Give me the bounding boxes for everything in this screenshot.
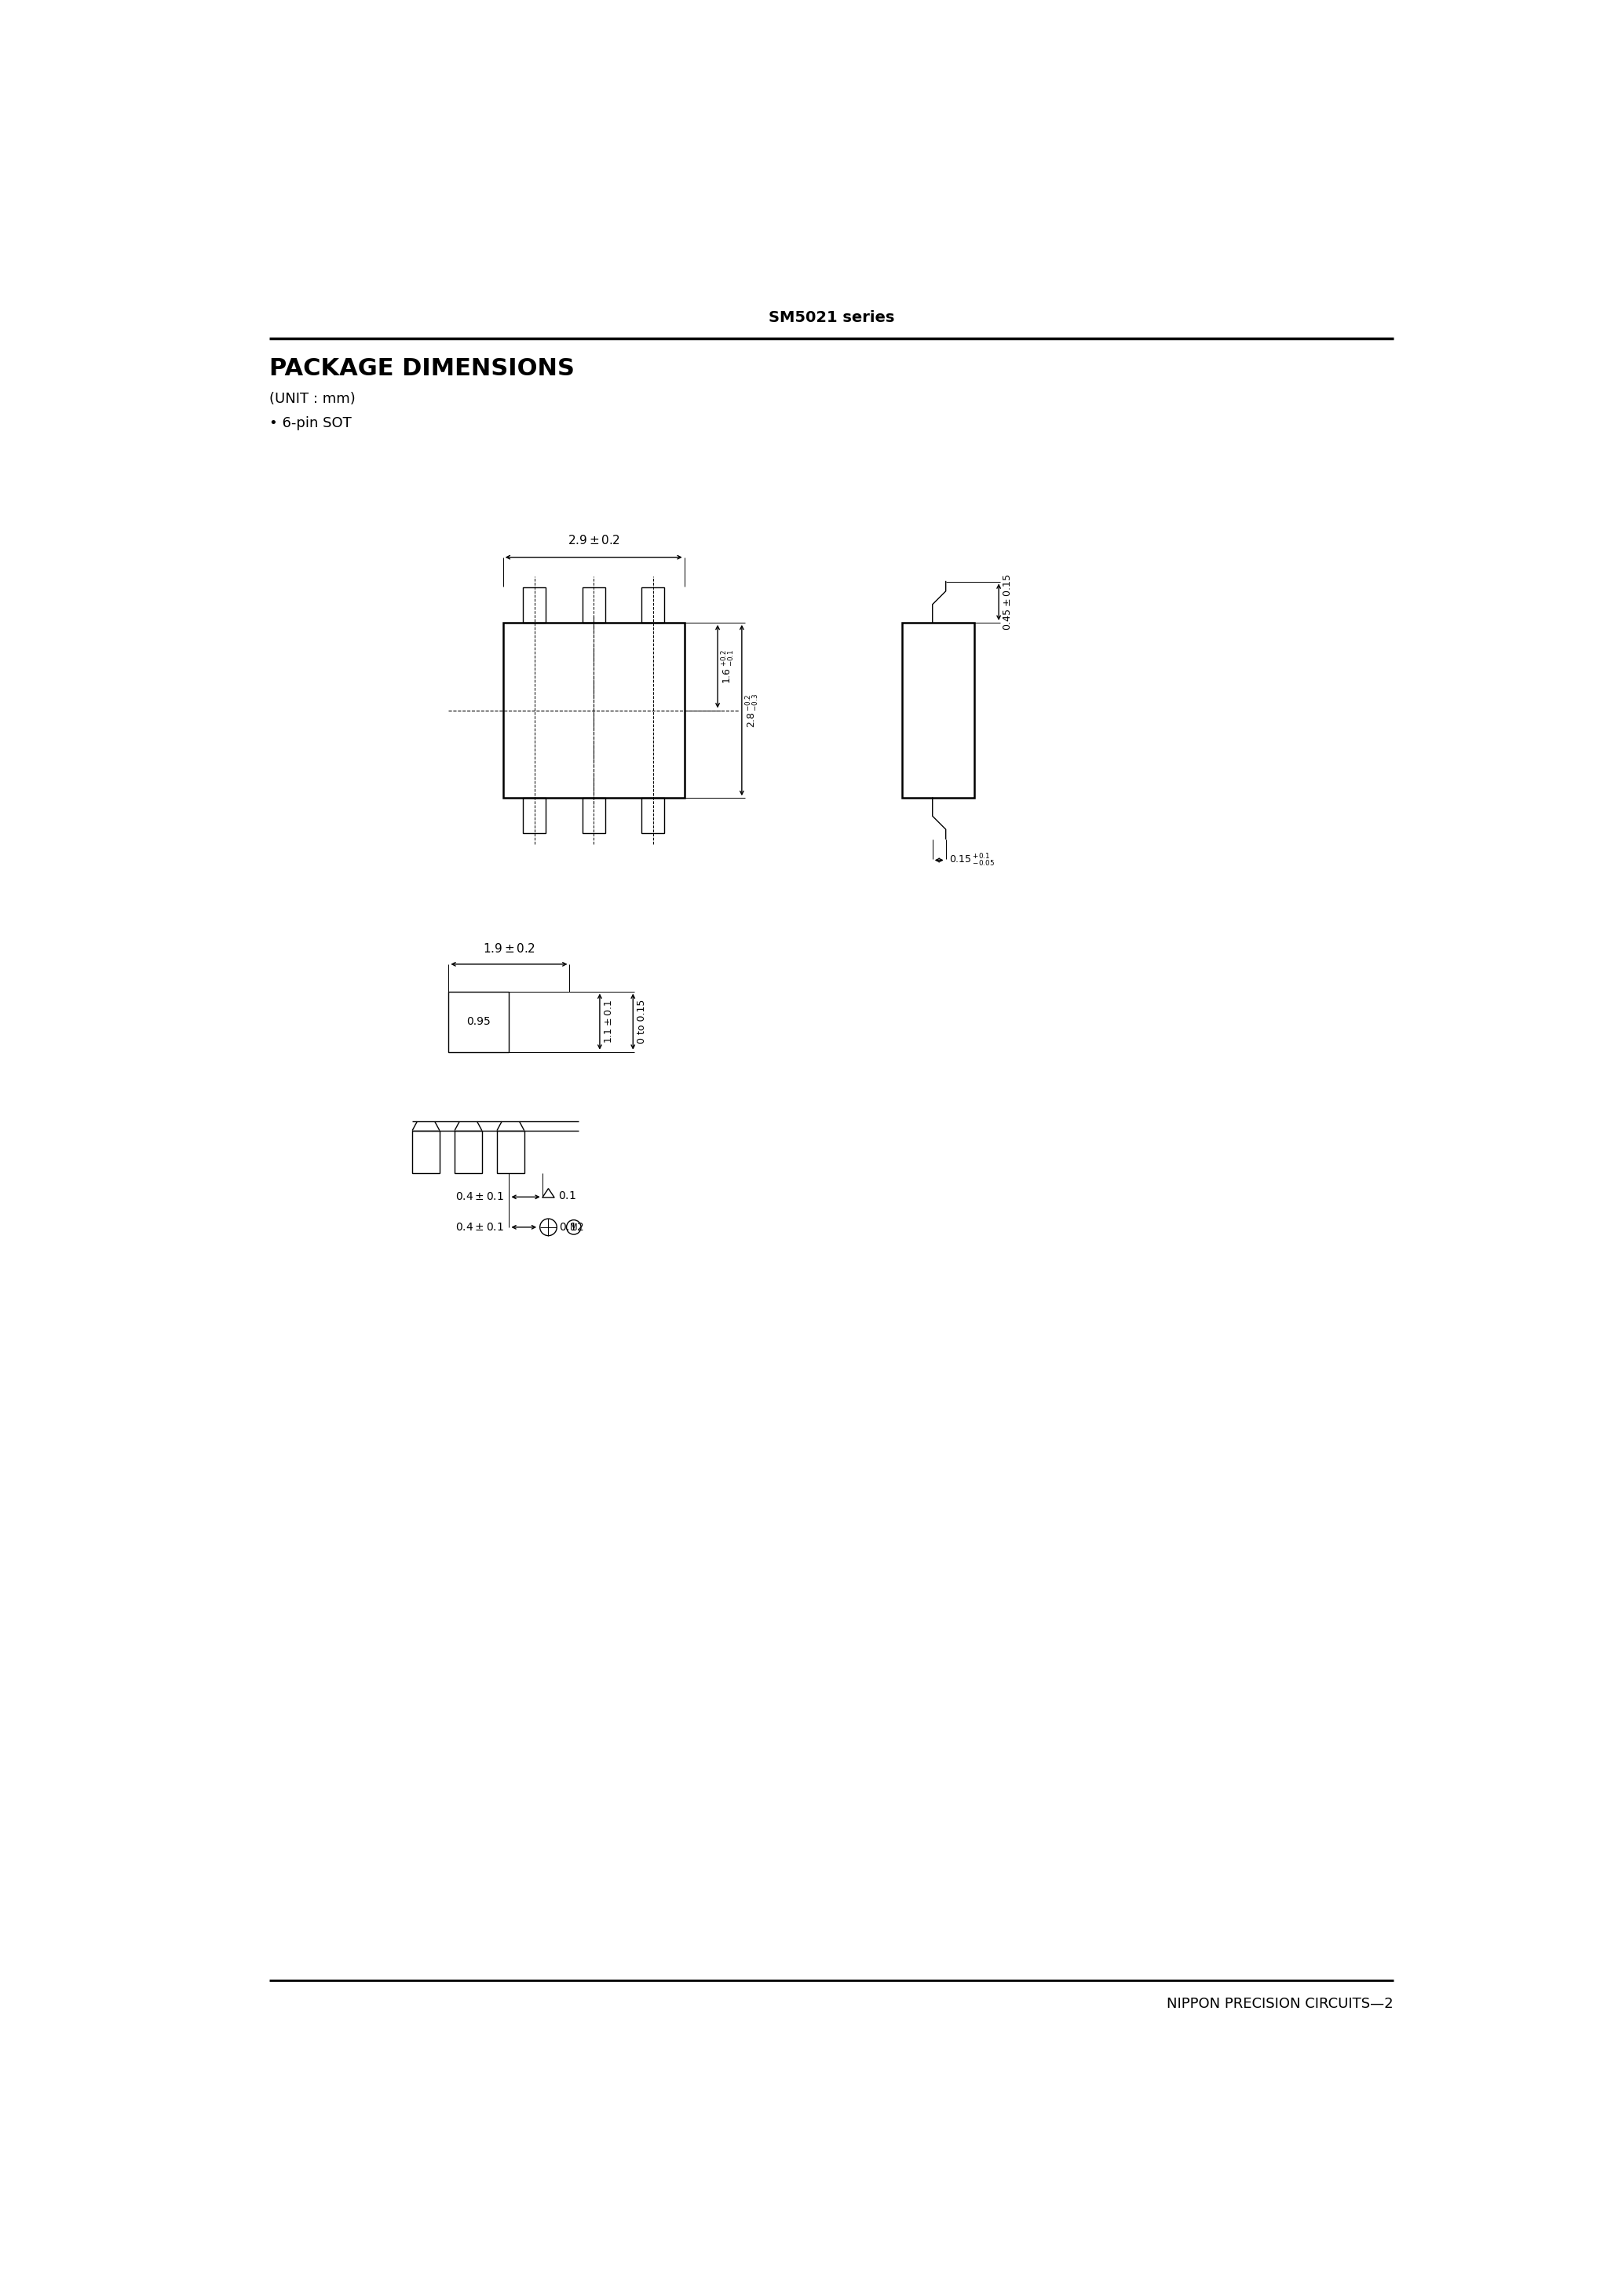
Bar: [582, 588, 605, 622]
Bar: [454, 1130, 482, 1173]
Bar: [522, 799, 547, 833]
Text: NIPPON PRECISION CIRCUITS—2: NIPPON PRECISION CIRCUITS—2: [1166, 1998, 1393, 2011]
Text: 0.95: 0.95: [467, 1017, 491, 1026]
Text: $0.1$: $0.1$: [558, 1189, 576, 1201]
Text: 0 to 0.15: 0 to 0.15: [636, 999, 647, 1045]
Text: SM5021 series: SM5021 series: [769, 310, 894, 324]
Text: $0.4 \pm 0.1$: $0.4 \pm 0.1$: [456, 1192, 504, 1203]
Bar: [902, 622, 975, 799]
Text: $0.45 \pm 0.15$: $0.45 \pm 0.15$: [1002, 574, 1012, 631]
Text: $2.8\,^{-0.2}_{-0.3}$: $2.8\,^{-0.2}_{-0.3}$: [744, 693, 761, 728]
Text: (UNIT : mm): (UNIT : mm): [269, 393, 355, 406]
Bar: [641, 588, 665, 622]
Text: $0.12$: $0.12$: [558, 1221, 584, 1233]
Text: $0.4 \pm 0.1$: $0.4 \pm 0.1$: [456, 1221, 504, 1233]
Text: $2.9 \pm 0.2$: $2.9 \pm 0.2$: [568, 535, 620, 546]
Text: $1.9 \pm 0.2$: $1.9 \pm 0.2$: [483, 944, 535, 955]
Bar: [582, 799, 605, 833]
Text: • 6-pin SOT: • 6-pin SOT: [269, 416, 352, 429]
Text: $1.6\,^{+0.2}_{-0.1}$: $1.6\,^{+0.2}_{-0.1}$: [720, 650, 736, 684]
Text: $0.15\,^{+0.1}_{-0.05}$: $0.15\,^{+0.1}_{-0.05}$: [949, 852, 994, 868]
Bar: [412, 1130, 440, 1173]
Text: $1.1 \pm 0.1$: $1.1 \pm 0.1$: [603, 999, 613, 1045]
Text: PACKAGE DIMENSIONS: PACKAGE DIMENSIONS: [269, 358, 574, 381]
Bar: [449, 992, 509, 1052]
Bar: [503, 622, 684, 799]
Bar: [522, 588, 547, 622]
Bar: [496, 1130, 524, 1173]
Bar: [641, 799, 665, 833]
Text: M: M: [569, 1224, 577, 1231]
